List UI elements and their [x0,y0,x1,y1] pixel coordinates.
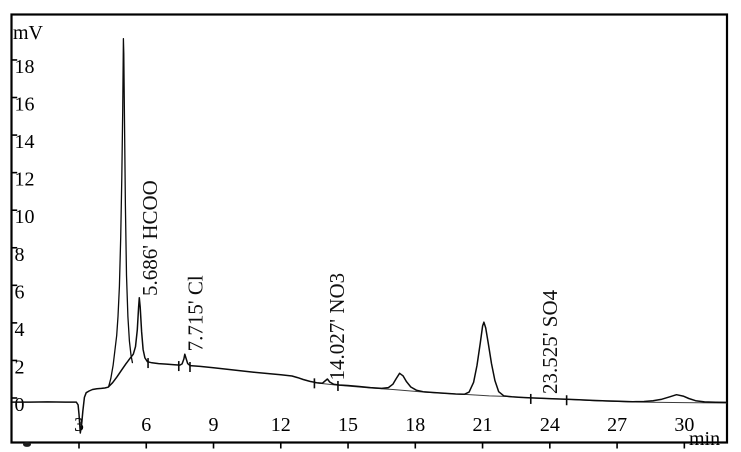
x-axis-tick-label: 18 [405,414,425,436]
x-axis-tick-label: 27 [607,414,627,436]
y-axis-tick-label: 4 [15,319,25,341]
y-axis: 0 2 4 6 8 10 12 14 16 18 [11,56,35,416]
peak-label-hcoo: 5.686' HCOO [138,180,162,296]
y-axis-tick-label: 16 [15,94,35,116]
injection-spike-trace [107,38,134,388]
x-axis-tick-label: 6 [141,414,151,436]
peak-label-no3: 14.027' NO3 [325,273,349,381]
y-axis-tick-label: 8 [15,244,25,266]
y-axis-tick-label: 14 [15,131,35,153]
scan-artifact-dot [23,442,31,447]
peak-boundary-markers [147,358,568,406]
traces [12,38,728,434]
y-axis-tick-label: 2 [15,356,25,378]
y-axis-unit-label: mV [13,22,44,44]
peak-label-cl: 7.715' Cl [184,275,208,351]
x-axis-tick-label: 24 [540,414,560,436]
plot-frame [10,13,729,444]
y-axis-tick-label: 0 [15,394,25,416]
y-axis-tick-label: 12 [15,169,35,191]
peak-label-so4: 23.525' SO4 [538,289,562,394]
x-axis-tick-label: 12 [271,414,291,436]
x-axis-tick-label: 15 [338,414,358,436]
integration-baseline-trace [314,382,727,404]
x-axis-tick-label: 21 [473,414,493,436]
y-axis-tick-label: 18 [15,56,35,78]
y-axis-tick-label: 10 [15,206,35,228]
x-axis-tick-label: 30 [674,414,694,436]
peak-retention-labels: 5.686' HCOO 7.715' Cl 14.027' NO3 23.525' S… [138,180,562,394]
signal-trace [12,297,728,434]
x-axis-unit-label: min [689,428,720,450]
x-axis-tick-label: 9 [209,414,219,436]
y-axis-tick-label: 6 [15,281,25,303]
